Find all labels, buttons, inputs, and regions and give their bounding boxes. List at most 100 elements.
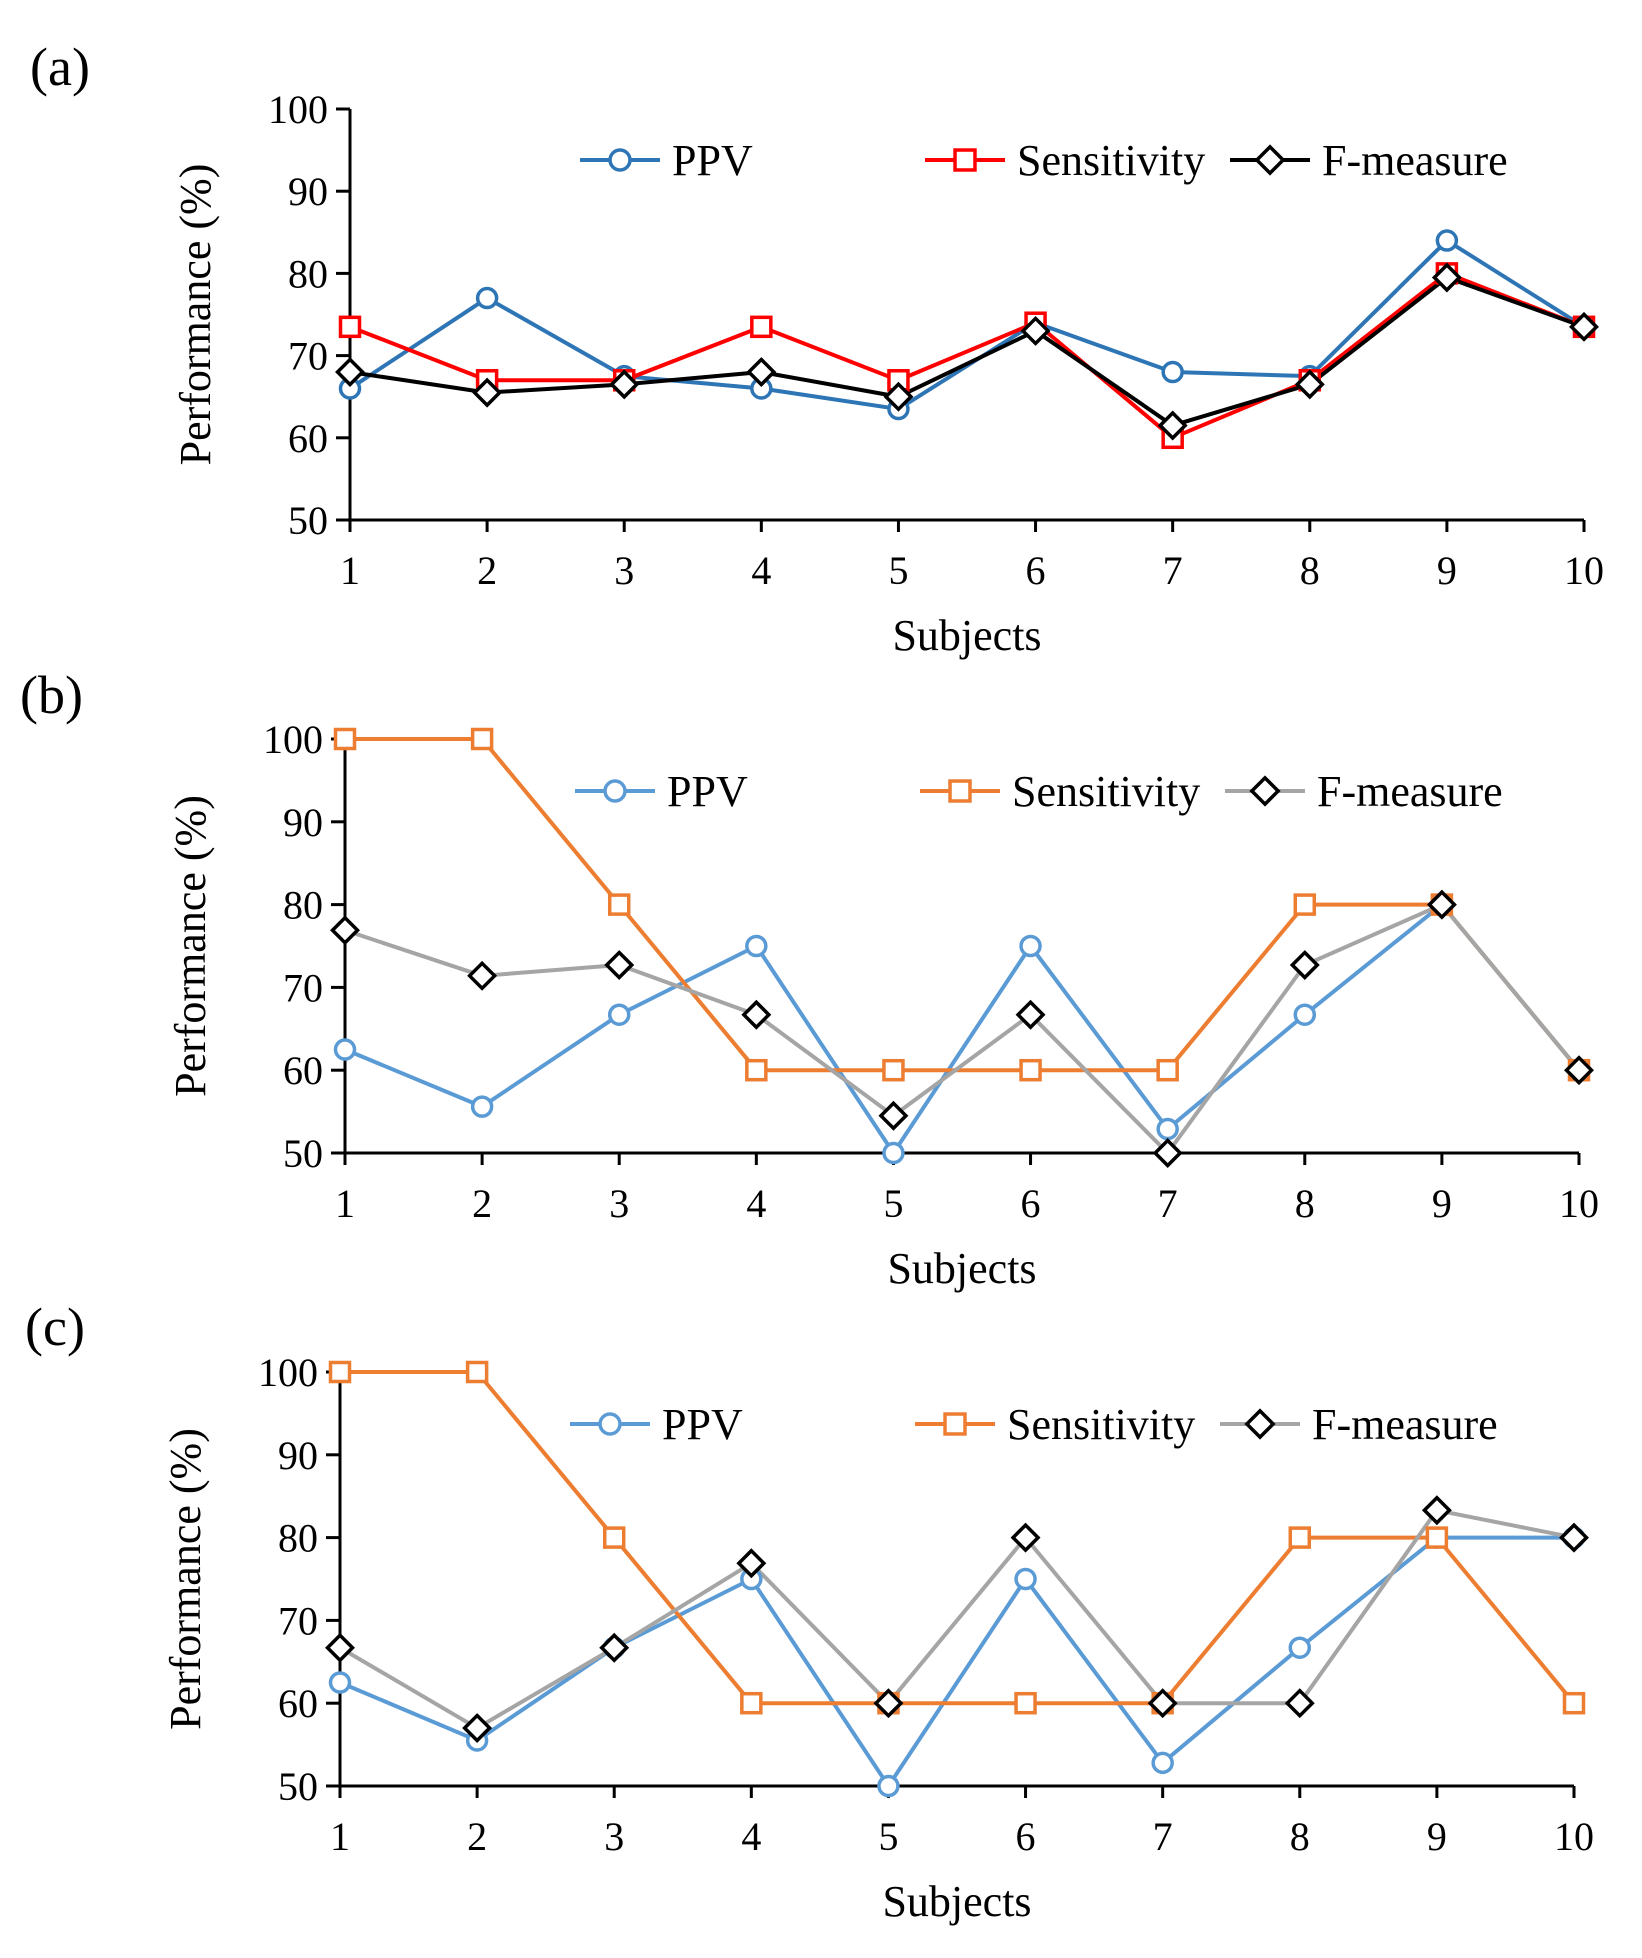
data-point-ppv bbox=[745, 934, 768, 958]
x-tick-label: 3 bbox=[604, 1814, 624, 1859]
data-point-ppv bbox=[1293, 1003, 1317, 1026]
data-point-ppv bbox=[1435, 229, 1459, 252]
data-point-f-measure bbox=[746, 357, 777, 388]
x-tick-label: 2 bbox=[472, 1181, 492, 1226]
x-tick-label: 6 bbox=[1021, 1181, 1041, 1226]
x-tick-label: 1 bbox=[335, 1181, 355, 1226]
data-point-sensitivity bbox=[1019, 1058, 1042, 1082]
legend-label: F-measure bbox=[1322, 136, 1508, 185]
data-point-f-measure bbox=[462, 1713, 493, 1744]
x-tick-label: 3 bbox=[609, 1181, 629, 1226]
x-axis-title: Subjects bbox=[892, 611, 1041, 660]
data-point-f-measure bbox=[1421, 1495, 1452, 1526]
x-tick-label: 9 bbox=[1427, 1814, 1447, 1859]
x-tick-label: 4 bbox=[741, 1814, 761, 1859]
data-point-sensitivity bbox=[1014, 1691, 1037, 1715]
panel-label: (c) bbox=[25, 1297, 85, 1357]
series-line-f-measure bbox=[349, 275, 1585, 428]
x-tick-label: 2 bbox=[477, 548, 497, 593]
data-point-ppv bbox=[607, 1003, 631, 1026]
series-line-ppv bbox=[348, 238, 1586, 412]
y-tick-label: 100 bbox=[263, 717, 323, 762]
x-tick-label: 10 bbox=[1554, 1814, 1594, 1859]
legend-marker-ppv bbox=[603, 779, 627, 803]
chart-panel-a: (a) 50 60 70 80 90 100 1 2 3 4 5 6 7 8 9 10 Subjects Perfo… bbox=[30, 37, 1604, 660]
y-tick-label: 50 bbox=[283, 1131, 323, 1176]
x-tick-label: 7 bbox=[1163, 548, 1183, 593]
data-point-f-measure bbox=[1426, 889, 1457, 920]
data-point-sensitivity bbox=[745, 1058, 768, 1082]
data-point-ppv bbox=[1288, 1636, 1312, 1659]
data-point-f-measure bbox=[467, 960, 498, 991]
x-tick-label: 9 bbox=[1437, 548, 1457, 593]
data-point-f-measure bbox=[1569, 311, 1599, 342]
data-point-f-measure bbox=[1152, 1138, 1183, 1168]
data-point-ppv bbox=[475, 286, 499, 310]
data-point-f-measure bbox=[599, 1632, 630, 1663]
x-tick-label: 5 bbox=[878, 1814, 898, 1859]
x-axis-title: Subjects bbox=[882, 1877, 1031, 1926]
series-line-ppv bbox=[339, 1535, 1574, 1788]
y-tick-label: 60 bbox=[288, 416, 328, 461]
y-axis-title: Performance (%) bbox=[161, 1428, 210, 1730]
legend-marker-f-measure bbox=[1249, 775, 1281, 807]
legend-label: PPV bbox=[662, 1400, 743, 1449]
data-point-f-measure bbox=[604, 950, 635, 981]
data-point-f-measure bbox=[330, 915, 360, 946]
legend-label: PPV bbox=[672, 136, 753, 185]
y-tick-label: 100 bbox=[258, 1350, 318, 1395]
x-axis-title: Subjects bbox=[887, 1244, 1036, 1293]
data-point-ppv bbox=[1019, 934, 1042, 958]
y-tick-label: 90 bbox=[283, 800, 323, 845]
data-point-f-measure bbox=[741, 999, 772, 1030]
y-tick-label: 70 bbox=[283, 965, 323, 1010]
y-tick-label: 50 bbox=[288, 498, 328, 543]
legend-label: Sensitivity bbox=[1017, 136, 1205, 185]
legend-label: PPV bbox=[667, 767, 748, 816]
legend-marker-sensitivity bbox=[948, 779, 972, 803]
y-axis-title: Performance (%) bbox=[166, 795, 215, 1097]
data-point-f-measure bbox=[472, 377, 503, 408]
legend-marker-sensitivity bbox=[943, 1412, 967, 1436]
legend-marker-ppv bbox=[598, 1412, 622, 1436]
x-tick-label: 7 bbox=[1158, 1181, 1178, 1226]
data-point-ppv bbox=[1161, 360, 1184, 384]
x-tick-label: 5 bbox=[888, 548, 908, 593]
x-tick-label: 9 bbox=[1432, 1181, 1452, 1226]
x-tick-label: 8 bbox=[1300, 548, 1320, 593]
data-point-sensitivity bbox=[882, 1058, 905, 1082]
series-line-sensitivity bbox=[345, 737, 1581, 1073]
y-tick-label: 60 bbox=[278, 1681, 318, 1726]
data-point-sensitivity bbox=[1562, 1691, 1586, 1715]
series-line-f-measure bbox=[344, 902, 1581, 1155]
data-point-f-measure bbox=[1020, 315, 1051, 346]
data-point-sensitivity bbox=[1425, 1526, 1449, 1549]
legend-marker-f-measure bbox=[1254, 144, 1286, 176]
x-tick-label: 6 bbox=[1016, 1814, 1036, 1859]
data-point-ppv bbox=[1014, 1567, 1037, 1591]
y-tick-label: 50 bbox=[278, 1764, 318, 1809]
data-point-sensitivity bbox=[465, 1360, 489, 1384]
y-tick-label: 80 bbox=[278, 1516, 318, 1561]
y-tick-label: 90 bbox=[288, 169, 328, 214]
y-tick-label: 70 bbox=[288, 334, 328, 379]
y-axis-title: Performance (%) bbox=[171, 164, 220, 466]
y-tick-label: 90 bbox=[278, 1433, 318, 1478]
data-point-ppv bbox=[877, 1774, 900, 1798]
x-tick-label: 5 bbox=[883, 1181, 903, 1226]
series-line-sensitivity bbox=[340, 1370, 1576, 1706]
y-tick-label: 60 bbox=[283, 1048, 323, 1093]
data-point-f-measure bbox=[736, 1548, 767, 1579]
y-tick-label: 70 bbox=[278, 1598, 318, 1643]
legend-marker-sensitivity bbox=[953, 148, 977, 172]
data-point-sensitivity bbox=[602, 1526, 626, 1549]
data-point-sensitivity bbox=[338, 315, 362, 339]
data-point-sensitivity bbox=[1293, 893, 1317, 916]
data-point-sensitivity bbox=[328, 1360, 352, 1384]
legend-label: Sensitivity bbox=[1012, 767, 1200, 816]
series-line-f-measure bbox=[338, 1508, 1575, 1731]
data-point-sensitivity bbox=[740, 1691, 763, 1715]
chart-panel-b: (b) 50 60 70 80 90 100 1 2 3 4 5 6 7 8 9 10 Subjects Perfo… bbox=[20, 665, 1599, 1293]
data-point-sensitivity bbox=[1156, 1058, 1179, 1082]
